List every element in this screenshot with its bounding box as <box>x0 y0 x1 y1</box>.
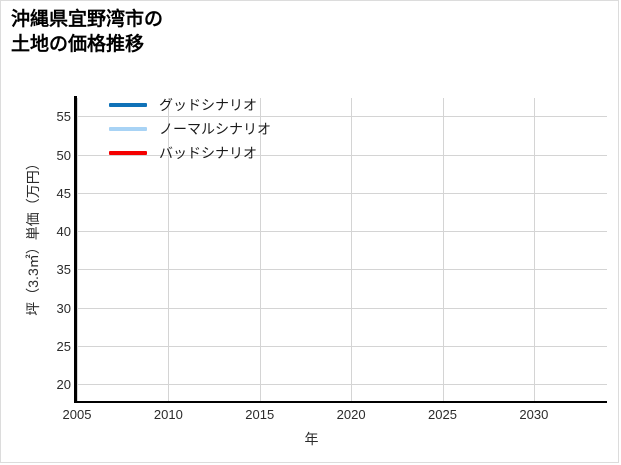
y-axis-tick-label: 30 <box>56 300 71 316</box>
x-axis-tick-labels: 2005 2010 2015 2020 2025 2030 <box>63 407 607 426</box>
legend-color-swatch <box>109 103 147 107</box>
gridline-vertical <box>442 98 444 401</box>
gridline-horizontal <box>77 384 607 386</box>
gridline-horizontal <box>77 231 607 233</box>
y-axis-tick-label: 35 <box>56 262 71 278</box>
gridline-horizontal <box>77 269 607 271</box>
y-axis-tick-label: 50 <box>56 147 71 163</box>
y-axis-tick-label: 40 <box>56 224 71 240</box>
legend-label: グッドシナリオ <box>159 97 257 113</box>
x-axis-tick-label: 2030 <box>519 407 549 422</box>
legend-label: ノーマルシナリオ <box>159 121 271 137</box>
y-axis-line <box>74 96 77 403</box>
legend-item-normal[interactable]: ノーマルシナリオ <box>109 117 339 141</box>
y-axis-tick-label: 20 <box>56 377 71 393</box>
legend-label: バッドシナリオ <box>159 145 257 161</box>
y-axis-tick-labels: 20 25 30 35 40 45 50 55 <box>43 98 71 401</box>
y-axis-tick-label: 45 <box>56 185 71 201</box>
legend: グッドシナリオ ノーマルシナリオ バッドシナリオ <box>109 93 339 165</box>
legend-item-bad[interactable]: バッドシナリオ <box>109 141 339 165</box>
y-axis-tick-label: 55 <box>56 109 71 125</box>
gridline-vertical <box>77 98 78 401</box>
x-axis-tick-label: 2005 <box>62 407 92 422</box>
x-axis-tick-label: 2025 <box>428 407 457 422</box>
plot-background <box>77 98 607 401</box>
legend-color-swatch <box>109 151 147 155</box>
x-axis-tick-label: 2020 <box>336 407 366 422</box>
gridline-horizontal <box>77 345 607 347</box>
x-axis-title: 年 <box>304 431 319 447</box>
gridline-horizontal <box>77 307 607 309</box>
gridline-vertical <box>259 98 261 401</box>
x-axis-line <box>74 400 607 403</box>
gridline-vertical <box>533 98 535 401</box>
gridline-horizontal <box>77 116 607 118</box>
gridline-vertical <box>168 98 170 401</box>
gridline-horizontal <box>77 192 607 194</box>
legend-color-swatch <box>109 127 147 131</box>
gridline-vertical <box>351 98 353 401</box>
page-title: 沖縄県宜野湾市の 土地の価格推移 <box>11 9 164 55</box>
gridline-horizontal <box>77 154 607 156</box>
legend-item-good[interactable]: グッドシナリオ <box>109 93 339 117</box>
x-axis-tick-label: 2015 <box>245 407 275 422</box>
plot-area <box>77 98 607 401</box>
y-axis-tick-label: 25 <box>56 338 71 354</box>
x-axis-tick-label: 2010 <box>153 407 183 422</box>
y-axis-title: 坪（3.3㎡）単価（万円） <box>25 156 41 316</box>
